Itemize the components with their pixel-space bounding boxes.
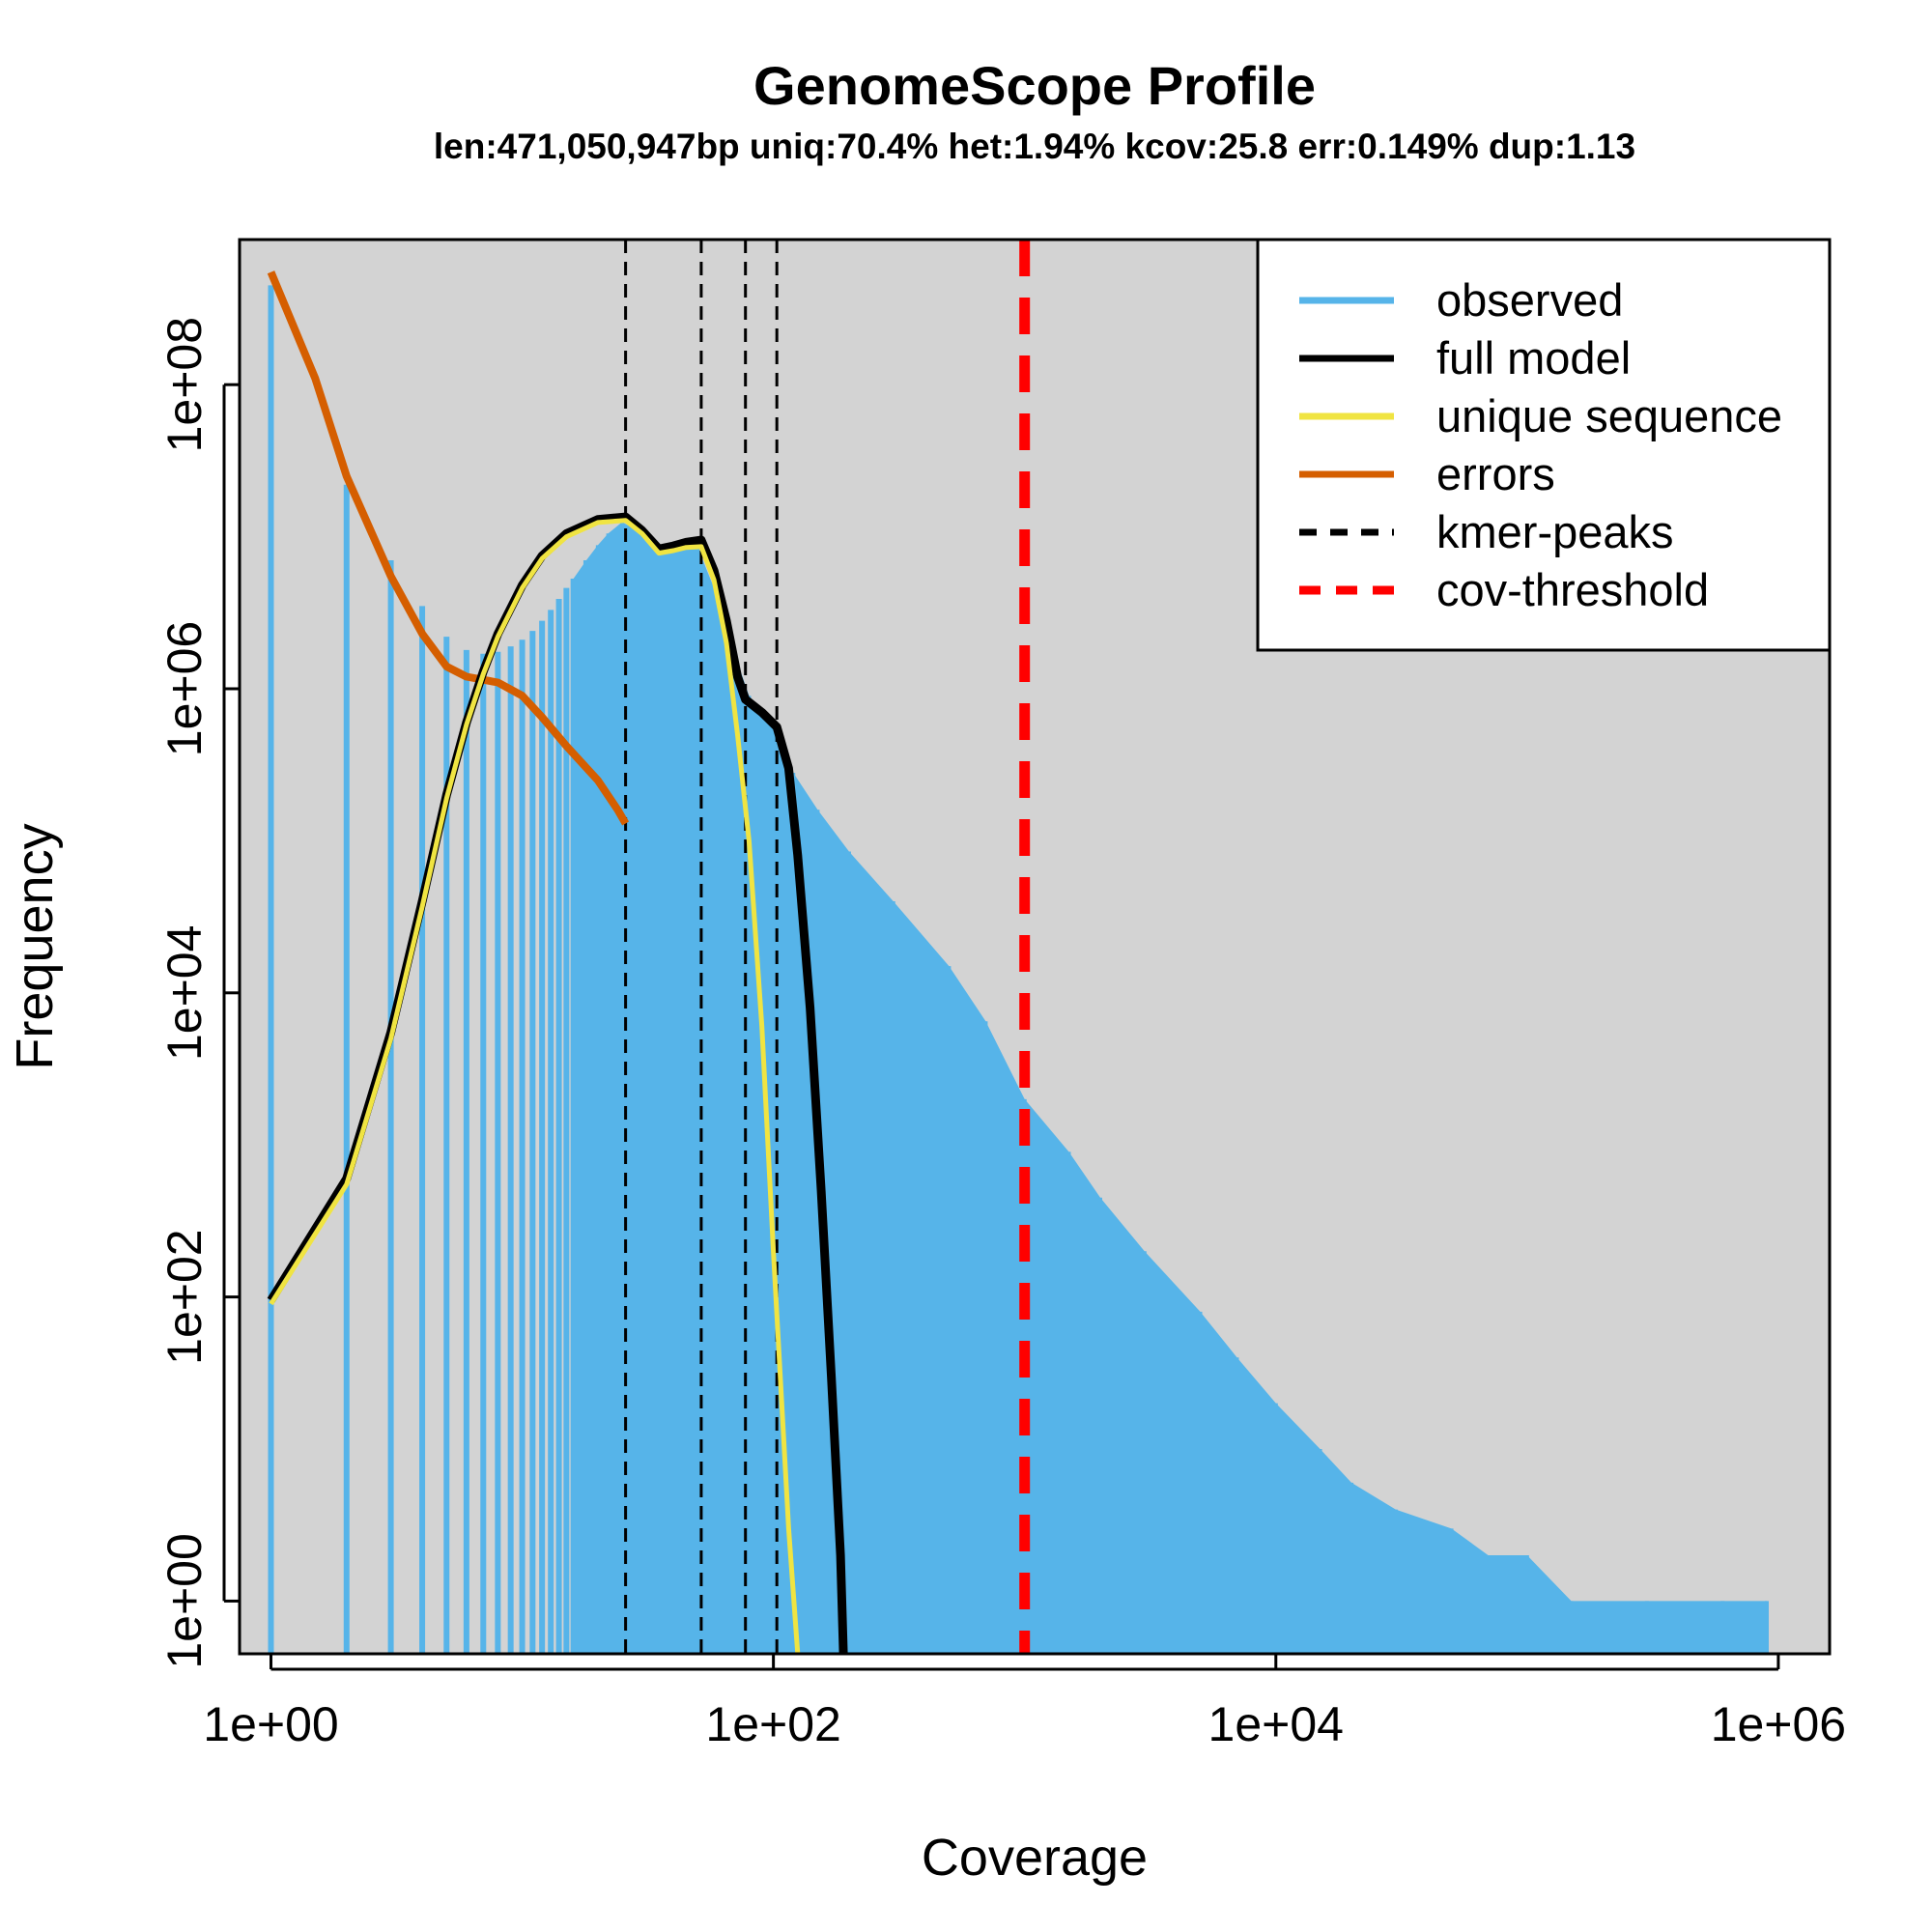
- y-axis-label: Frequency: [6, 823, 64, 1069]
- plot-frame: [238, 238, 1832, 1656]
- legend-box: [1256, 238, 1832, 652]
- unique-sequence-curve: [269, 518, 801, 1655]
- legend-label: kmer-peaks: [1436, 506, 1674, 557]
- legend-label: cov-threshold: [1436, 564, 1709, 615]
- x-axis-label: Coverage: [922, 1829, 1148, 1887]
- kmer-peak-lines: [624, 240, 779, 1654]
- y-tick-label: 1e+06: [157, 621, 212, 756]
- legend-label: full model: [1436, 332, 1631, 384]
- legend-label: errors: [1436, 448, 1555, 499]
- chart-title: GenomeScope Profile: [753, 55, 1316, 116]
- y-axis: 1e+00 1e+02 1e+04 1e+06 1e+08: [157, 317, 240, 1669]
- y-tick-label: 1e+08: [157, 317, 212, 452]
- legend-label: unique sequence: [1436, 390, 1782, 441]
- y-tick-label: 1e+02: [157, 1229, 212, 1364]
- y-tick-label: 1e+04: [157, 925, 212, 1061]
- chart-subtitle: len:471,050,947bp uniq:70.4% het:1.94% k…: [434, 127, 1635, 166]
- y-tick-label: 1e+00: [157, 1533, 212, 1668]
- legend: observed full model unique sequence errors k…: [1256, 238, 1832, 652]
- x-tick-label: 1e+00: [203, 1697, 338, 1751]
- x-tick-label: 1e+04: [1208, 1697, 1344, 1751]
- observed-area: [573, 522, 1768, 1655]
- x-tick-label: 1e+06: [1711, 1697, 1846, 1751]
- x-tick-label: 1e+02: [705, 1697, 840, 1751]
- x-axis: 1e+00 1e+02 1e+04 1e+06: [203, 1654, 1846, 1751]
- legend-label: observed: [1436, 274, 1623, 326]
